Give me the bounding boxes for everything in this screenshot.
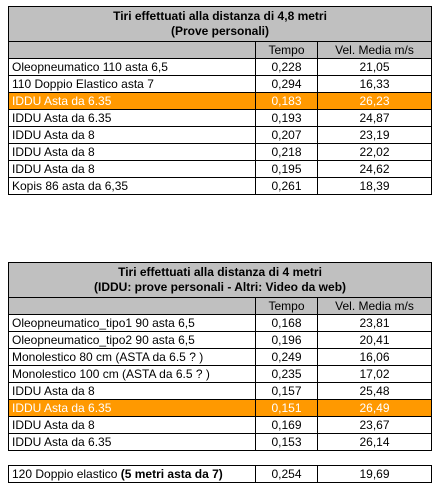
row-name: IDDU Asta da 8 <box>8 160 256 178</box>
table-row: IDDU Asta da 8 0,195 24,62 <box>8 160 433 178</box>
row-tempo: 0,168 <box>255 314 318 332</box>
row-tempo: 0,169 <box>255 416 318 434</box>
table-extra-row: 120 Doppio elastico (5 metri asta da 7) … <box>8 465 432 483</box>
row-tempo: 0,228 <box>255 58 318 76</box>
row-tempo: 0,207 <box>255 126 318 144</box>
row-vel: 23,67 <box>317 416 432 434</box>
table-title-line1: Tiri effettuati alla distanza di 4 metri <box>118 265 322 279</box>
table-title-line2: (Prove personali) <box>170 24 270 38</box>
table-row: IDDU Asta da 8 0,207 23,19 <box>8 126 433 144</box>
row-name: Kopis 86 asta da 6,35 <box>8 177 256 195</box>
row-vel: 22,02 <box>316 143 433 161</box>
table-row: Monolestico 100 cm (ASTA da 6.5 ? ) 0,235… <box>8 365 432 383</box>
table-title-row: Tiri effettuati alla distanza di 4 metri… <box>8 262 432 298</box>
row-name: IDDU Asta da 6.35 <box>8 433 256 451</box>
table-row: Kopis 86 asta da 6,35 0,261 18,39 <box>8 177 433 195</box>
row-vel: 25,48 <box>317 382 432 400</box>
row-tempo: 0,157 <box>255 382 318 400</box>
table-row: 110 Doppio Elastico asta 7 0,294 16,33 <box>8 75 433 93</box>
table-row: 120 Doppio elastico (5 metri asta da 7) … <box>8 465 432 483</box>
table-row: IDDU Asta da 8 0,218 22,02 <box>8 143 433 161</box>
row-name: IDDU Asta da 6.35 <box>8 399 256 417</box>
table-title-row: Tiri effettuati alla distanza di 4,8 met… <box>7 6 433 42</box>
row-vel: 18,39 <box>316 177 433 195</box>
row-vel: 24,62 <box>316 160 433 178</box>
table-row: Oleopneumatico_tipo1 90 asta 6,5 0,168 23,… <box>8 314 432 332</box>
header-vel: Vel. Media m/s <box>316 41 433 59</box>
row-tempo: 0,151 <box>255 399 318 417</box>
row-vel: 16,33 <box>316 75 433 93</box>
table-title: Tiri effettuati alla distanza di 4,8 met… <box>7 6 433 42</box>
table-row: IDDU Asta da 6.35 0,153 26,14 <box>8 433 432 451</box>
row-vel: 20,41 <box>317 331 432 349</box>
row-name: IDDU Asta da 8 <box>8 382 256 400</box>
row-vel: 17,02 <box>317 365 432 383</box>
table-row: IDDU Asta da 8 0,169 23,67 <box>8 416 432 434</box>
row-tempo: 0,235 <box>255 365 318 383</box>
row-tempo: 0,249 <box>255 348 318 366</box>
row-name: 120 Doppio elastico (5 metri asta da 7) <box>8 465 256 483</box>
row-tempo: 0,294 <box>255 75 318 93</box>
table-title: Tiri effettuati alla distanza di 4 metri… <box>8 262 432 298</box>
row-tempo: 0,218 <box>255 143 318 161</box>
row-name: Monolestico 100 cm (ASTA da 6.5 ? ) <box>8 365 256 383</box>
header-tempo: Tempo <box>255 41 318 59</box>
row-tempo: 0,261 <box>255 177 318 195</box>
table-header-row: Tempo Vel. Media m/s <box>8 41 433 59</box>
row-name: Monolestico 80 cm (ASTA da 6.5 ? ) <box>8 348 256 366</box>
row-name: Oleopneumatico_tipo2 90 asta 6,5 <box>8 331 256 349</box>
table-row: Oleopneumatico_tipo2 90 asta 6,5 0,196 20,… <box>8 331 432 349</box>
row-tempo: 0,254 <box>255 465 318 483</box>
row-vel: 26,49 <box>317 399 432 417</box>
row-vel: 21,05 <box>316 58 433 76</box>
row-name: IDDU Asta da 6.35 <box>8 92 256 110</box>
row-tempo: 0,153 <box>255 433 318 451</box>
row-name-bold: (5 metri asta da 7) <box>120 467 223 481</box>
header-name <box>8 41 256 59</box>
row-name: IDDU Asta da 6.35 <box>8 109 256 127</box>
row-name: Oleopneumatico 110 asta 6,5 <box>8 58 256 76</box>
row-vel: 23,19 <box>316 126 433 144</box>
table-row: IDDU Asta da 6.35 0,151 26,49 <box>8 399 432 417</box>
table-row: Monolestico 80 cm (ASTA da 6.5 ? ) 0,249 1… <box>8 348 432 366</box>
row-vel: 24,87 <box>316 109 433 127</box>
header-vel: Vel. Media m/s <box>317 297 432 315</box>
row-vel: 23,81 <box>317 314 432 332</box>
row-vel: 26,23 <box>316 92 433 110</box>
row-tempo: 0,196 <box>255 331 318 349</box>
row-vel: 26,14 <box>317 433 432 451</box>
row-name: Oleopneumatico_tipo1 90 asta 6,5 <box>8 314 256 332</box>
row-name: 110 Doppio Elastico asta 7 <box>8 75 256 93</box>
row-vel: 16,06 <box>317 348 432 366</box>
table-title-line1: Tiri effettuati alla distanza di 4,8 met… <box>113 9 327 23</box>
table-row: IDDU Asta da 6.35 0,193 24,87 <box>8 109 433 127</box>
table-title-line2: (IDDU: prove personali - Altri: Video da… <box>93 280 347 294</box>
row-name: IDDU Asta da 8 <box>8 126 256 144</box>
row-vel: 19,69 <box>317 465 432 483</box>
header-name <box>8 297 256 315</box>
table-body: Oleopneumatico_tipo1 90 asta 6,5 0,168 23,… <box>8 314 432 451</box>
table-row: IDDU Asta da 8 0,157 25,48 <box>8 382 432 400</box>
table-body: Oleopneumatico 110 asta 6,5 0,228 21,05 110… <box>8 58 433 195</box>
table-4-8-metri: Tiri effettuati alla distanza di 4,8 met… <box>7 6 433 195</box>
row-tempo: 0,183 <box>255 92 318 110</box>
row-name: IDDU Asta da 8 <box>8 416 256 434</box>
table-row: IDDU Asta da 6.35 0,183 26,23 <box>8 92 433 110</box>
table-header-row: Tempo Vel. Media m/s <box>8 297 432 315</box>
header-tempo: Tempo <box>255 297 318 315</box>
table-4-metri: Tiri effettuati alla distanza di 4 metri… <box>8 262 432 451</box>
row-tempo: 0,193 <box>255 109 318 127</box>
row-name: IDDU Asta da 8 <box>8 143 256 161</box>
row-tempo: 0,195 <box>255 160 318 178</box>
table-row: Oleopneumatico 110 asta 6,5 0,228 21,05 <box>8 58 433 76</box>
row-name-plain: 120 Doppio elastico <box>12 467 121 481</box>
